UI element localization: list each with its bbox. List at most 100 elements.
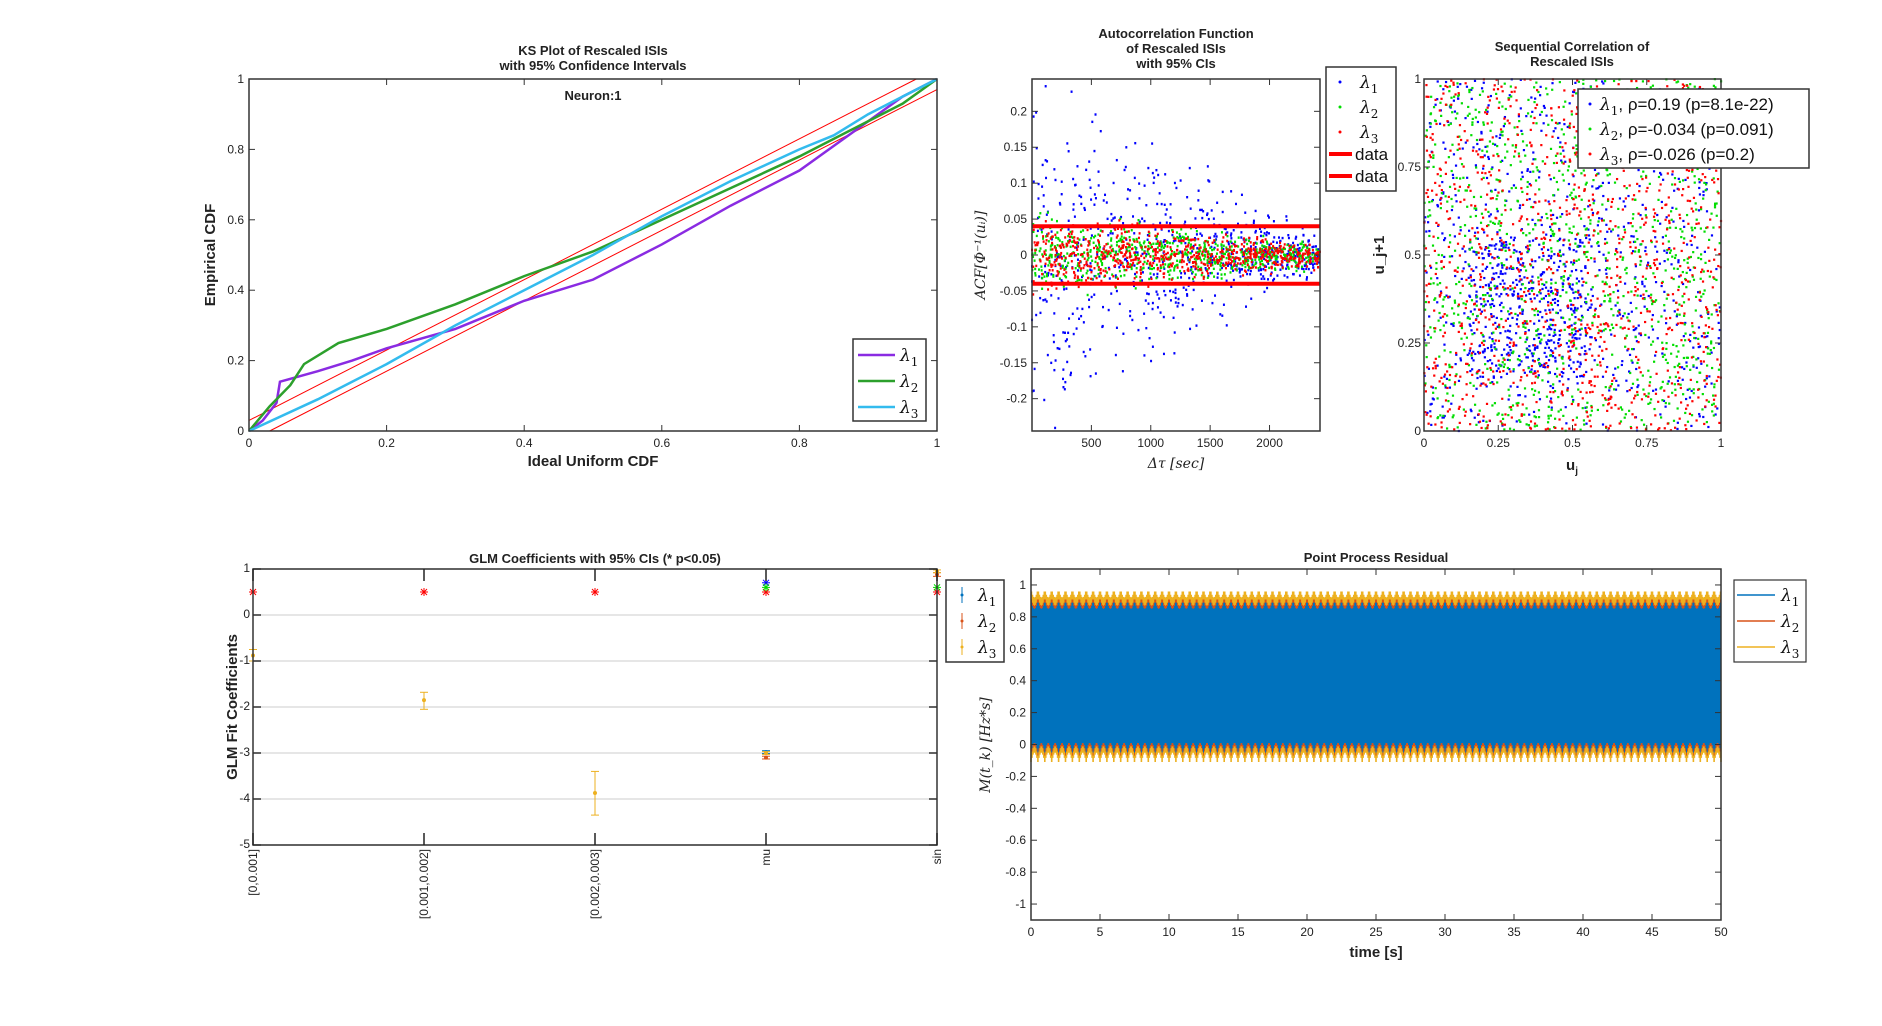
scatter-point xyxy=(1599,364,1602,367)
scatter-point xyxy=(1694,309,1697,312)
scatter-point xyxy=(1550,401,1553,404)
scatter-point xyxy=(1175,252,1178,255)
scatter-point xyxy=(1575,375,1578,378)
scatter-point xyxy=(1548,294,1551,297)
scatter-point xyxy=(1206,261,1209,265)
scatter-point xyxy=(1551,292,1555,295)
scatter-point xyxy=(1604,370,1608,373)
scatter-point xyxy=(1264,250,1267,253)
scatter-point xyxy=(1506,287,1510,290)
scatter-point xyxy=(1194,217,1197,220)
scatter-point xyxy=(1499,133,1502,136)
scatter-point xyxy=(1164,263,1167,266)
scatter-point xyxy=(1298,262,1301,265)
scatter-point xyxy=(1074,184,1077,187)
scatter-point xyxy=(1577,388,1580,391)
scatter-point xyxy=(1551,213,1555,217)
scatter-point xyxy=(1506,317,1510,320)
scatter-point xyxy=(1046,160,1049,163)
scatter-point xyxy=(1036,242,1039,246)
scatter-point xyxy=(1495,369,1498,373)
scatter-point xyxy=(1305,256,1308,260)
scatter-point xyxy=(1710,313,1713,316)
scatter-point xyxy=(1488,244,1491,247)
scatter-point xyxy=(1695,222,1698,225)
scatter-point xyxy=(1262,267,1265,271)
scatter-point xyxy=(1554,356,1557,359)
scatter-point xyxy=(1035,264,1038,268)
scatter-point xyxy=(1279,246,1282,249)
scatter-point xyxy=(1482,123,1485,126)
scatter-point xyxy=(1712,394,1715,397)
scatter-point xyxy=(1668,376,1672,379)
scatter-point xyxy=(1573,89,1576,92)
scatter-point xyxy=(1708,275,1711,278)
scatter-point xyxy=(1664,405,1667,408)
legend-label: λ2 xyxy=(899,372,918,395)
scatter-point xyxy=(1181,255,1184,259)
scatter-point xyxy=(1488,318,1491,321)
scatter-point xyxy=(1076,275,1079,278)
scatter-point xyxy=(1697,388,1700,391)
scatter-point xyxy=(1595,79,1598,82)
scatter-point xyxy=(1535,334,1538,337)
scatter-point xyxy=(1290,258,1293,262)
scatter-point xyxy=(1125,245,1128,249)
scatter-point xyxy=(1529,184,1533,187)
scatter-point xyxy=(1209,254,1212,257)
scatter-point xyxy=(1634,250,1637,253)
scatter-point xyxy=(1225,256,1228,260)
scatter-point xyxy=(1118,266,1121,269)
scatter-point xyxy=(1094,274,1097,278)
scatter-point xyxy=(1686,261,1689,264)
scatter-point xyxy=(1488,419,1491,422)
scatter-point xyxy=(1032,265,1035,268)
scatter-point xyxy=(1313,269,1316,272)
scatter-point xyxy=(1455,176,1458,180)
scatter-point xyxy=(1049,253,1052,256)
scatter-point xyxy=(1100,253,1103,257)
scatter-point xyxy=(1687,222,1690,225)
scatter-point xyxy=(1254,248,1257,251)
scatter-point xyxy=(1566,387,1569,390)
scatter-point xyxy=(1481,375,1485,378)
scatter-point xyxy=(1314,257,1317,260)
scatter-point xyxy=(1697,342,1700,345)
scatter-point xyxy=(1545,355,1548,358)
scatter-point xyxy=(1260,277,1263,281)
scatter-point xyxy=(1638,366,1641,369)
scatter-point xyxy=(1218,255,1221,259)
scatter-point xyxy=(1448,295,1451,298)
scatter-point xyxy=(1208,236,1211,240)
scatter-point xyxy=(1174,254,1177,258)
scatter-point xyxy=(1590,288,1593,291)
chart-title: Autocorrelation Function xyxy=(1098,26,1253,41)
scatter-point xyxy=(1059,228,1062,232)
scatter-point xyxy=(1229,258,1232,261)
scatter-point xyxy=(1250,297,1253,300)
scatter-point xyxy=(1718,306,1721,309)
scatter-point xyxy=(1572,90,1575,93)
scatter-point xyxy=(1572,309,1575,313)
scatter-point xyxy=(1699,258,1703,261)
scatter-point xyxy=(1090,237,1093,240)
scatter-point xyxy=(1060,246,1063,249)
scatter-point xyxy=(1692,346,1695,349)
scatter-point xyxy=(1073,239,1076,242)
scatter-point xyxy=(1516,200,1520,203)
scatter-point xyxy=(1678,180,1681,183)
scatter-point xyxy=(1278,244,1281,248)
scatter-point xyxy=(1681,282,1685,286)
scatter-point xyxy=(1533,415,1536,418)
scatter-point xyxy=(1490,362,1494,365)
scatter-point xyxy=(1489,197,1492,200)
scatter-point xyxy=(1515,278,1518,282)
scatter-point xyxy=(1188,238,1191,242)
scatter-point xyxy=(1160,266,1163,269)
scatter-point xyxy=(1266,231,1269,234)
scatter-point xyxy=(1287,236,1290,240)
scatter-point xyxy=(1699,360,1703,363)
scatter-point xyxy=(1057,254,1060,257)
scatter-point xyxy=(1114,353,1117,357)
scatter-point xyxy=(1519,107,1522,110)
